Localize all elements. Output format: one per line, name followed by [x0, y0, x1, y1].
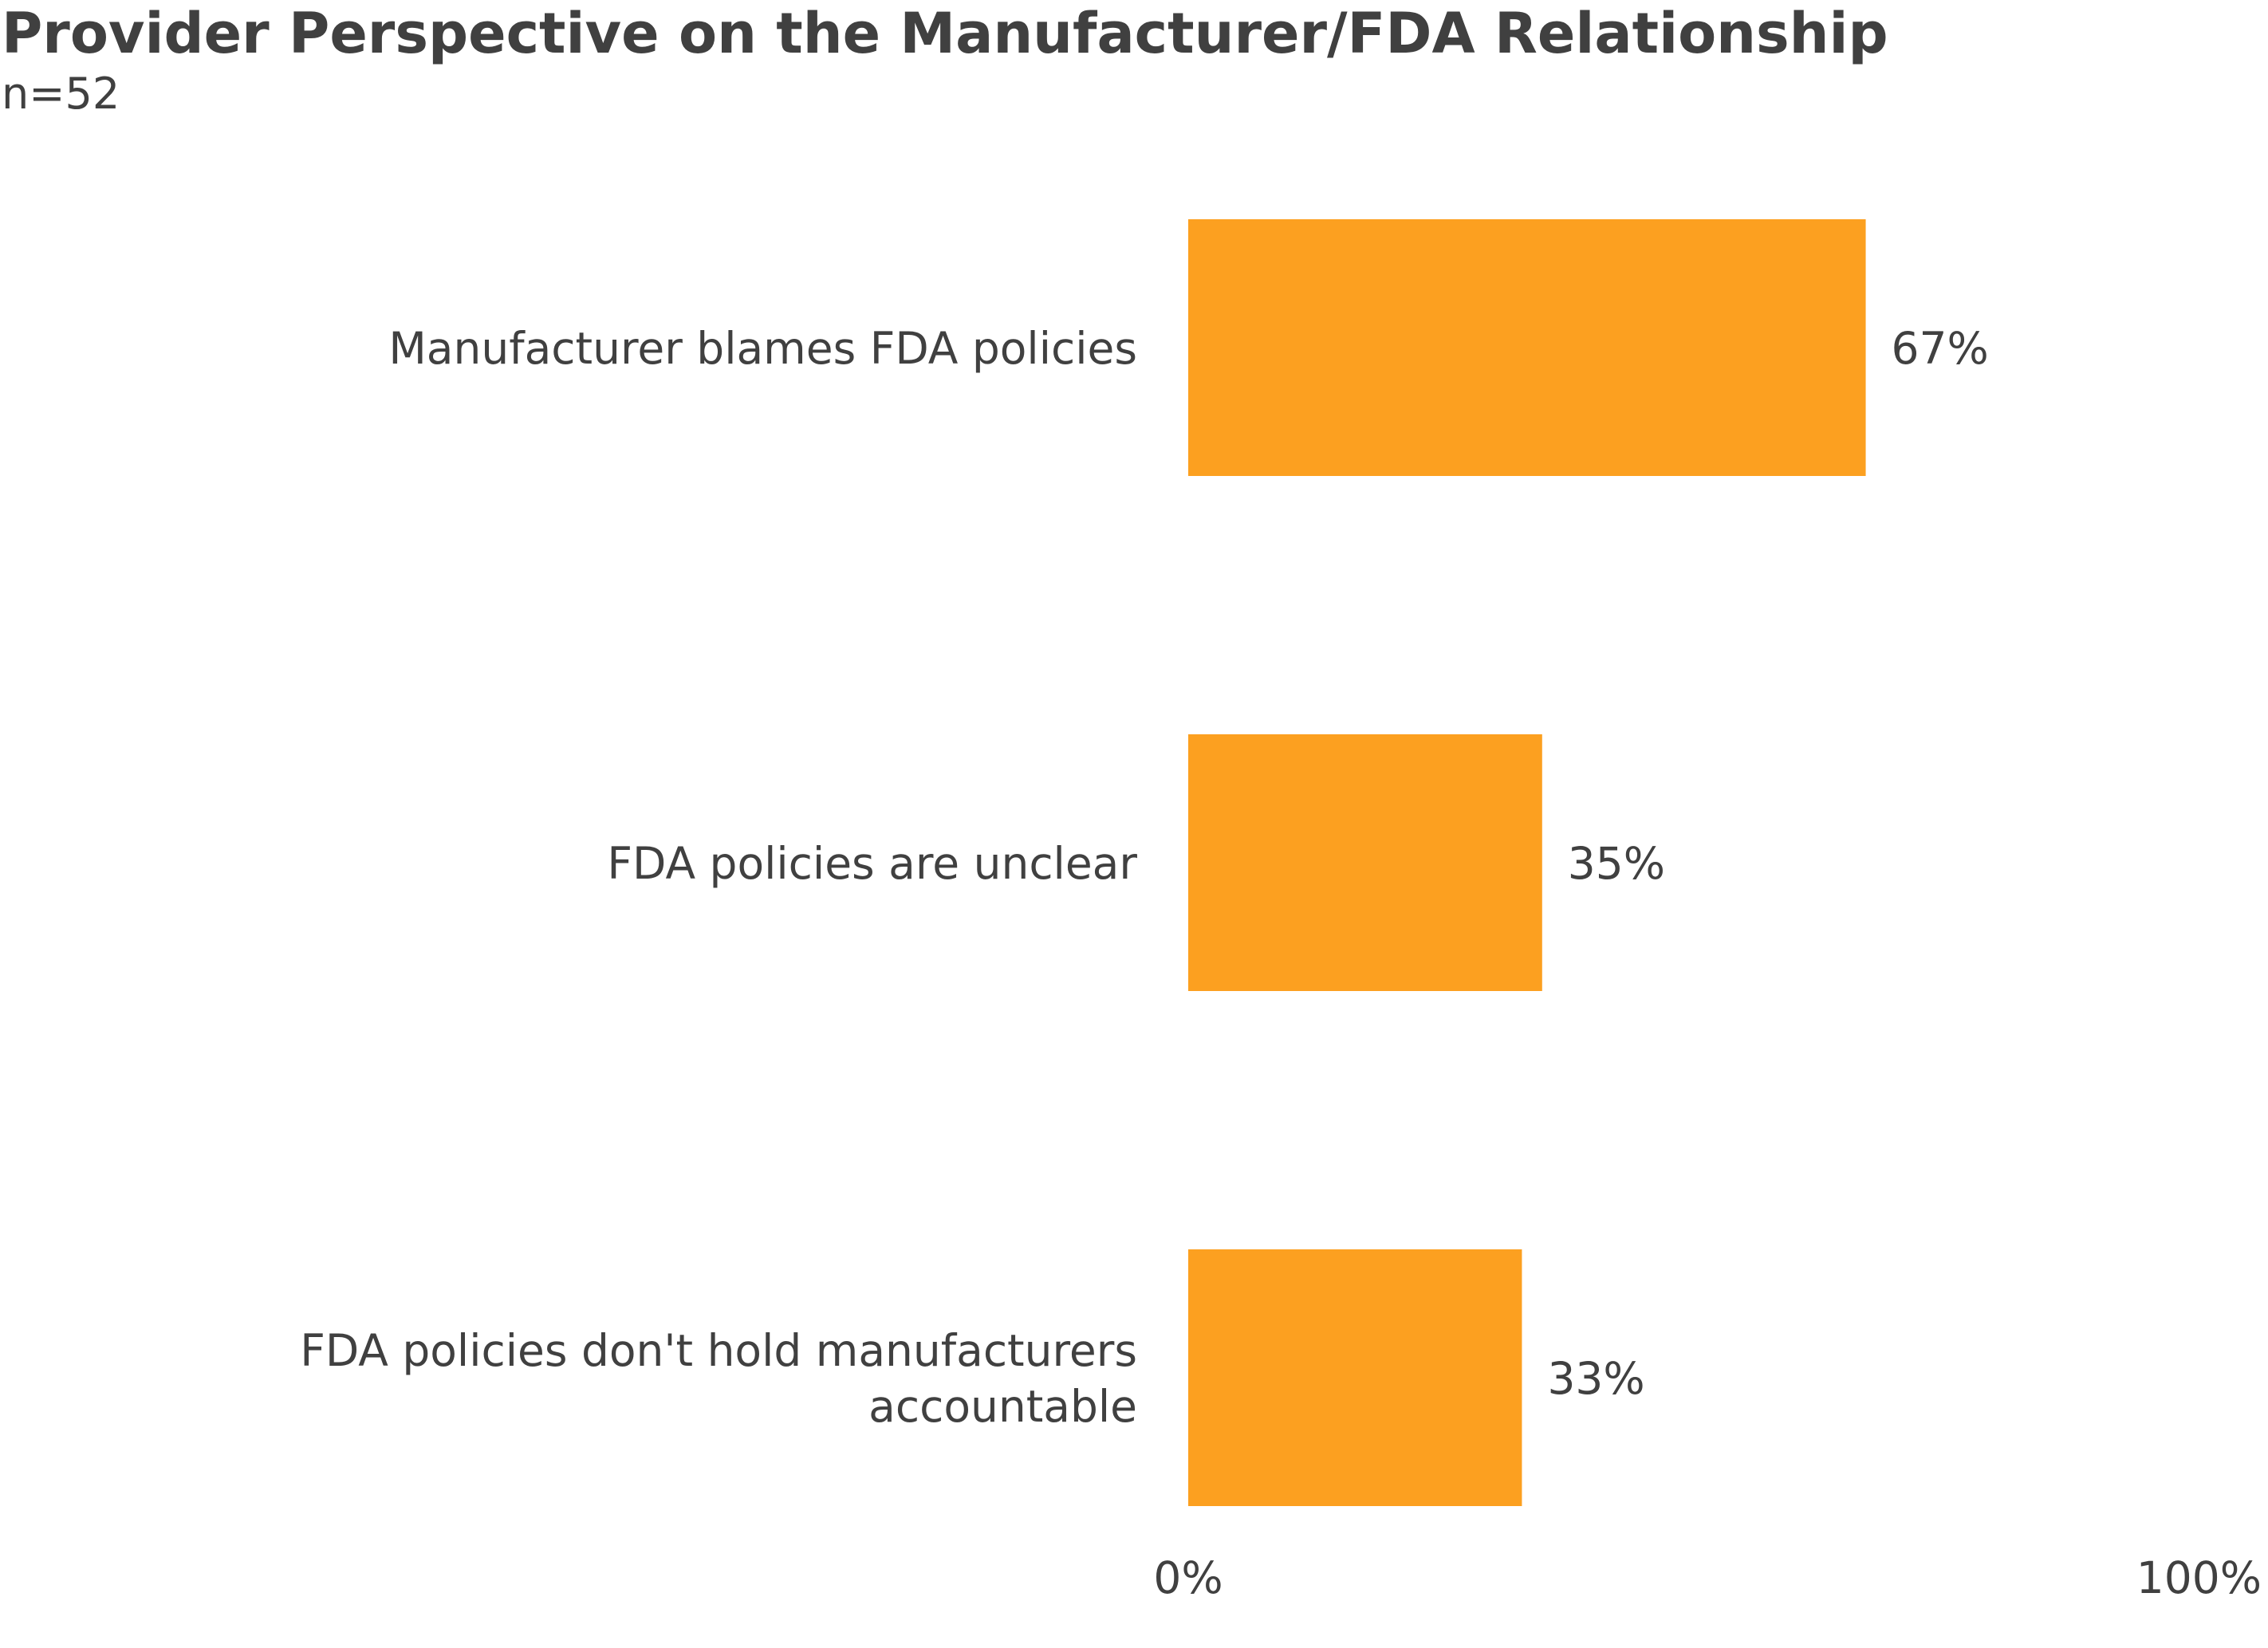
data-label: 35%	[1568, 838, 1665, 889]
data-label: 67%	[1892, 323, 1989, 374]
x-tick-label: 100%	[2136, 1552, 2262, 1603]
category-label-line: FDA policies don't hold manufacturers	[300, 1325, 1137, 1376]
category-label-line: accountable	[868, 1381, 1137, 1432]
bar	[1188, 219, 1866, 476]
bar	[1188, 734, 1542, 991]
category-label-line: FDA policies are unclear	[607, 838, 1137, 889]
x-tick-label: 0%	[1153, 1552, 1223, 1603]
category-label: FDA policies are unclear	[607, 838, 1137, 889]
chart-title: Provider Perspective on the Manufacturer…	[2, 1, 1888, 66]
category-label-line: Manufacturer blames FDA policies	[388, 323, 1137, 374]
chart-subtitle: n=52	[2, 69, 120, 119]
bar	[1188, 1249, 1522, 1506]
category-label: Manufacturer blames FDA policies	[388, 323, 1137, 374]
data-label: 33%	[1547, 1353, 1644, 1404]
category-label: FDA policies don't hold manufacturers acc…	[300, 1325, 1137, 1432]
